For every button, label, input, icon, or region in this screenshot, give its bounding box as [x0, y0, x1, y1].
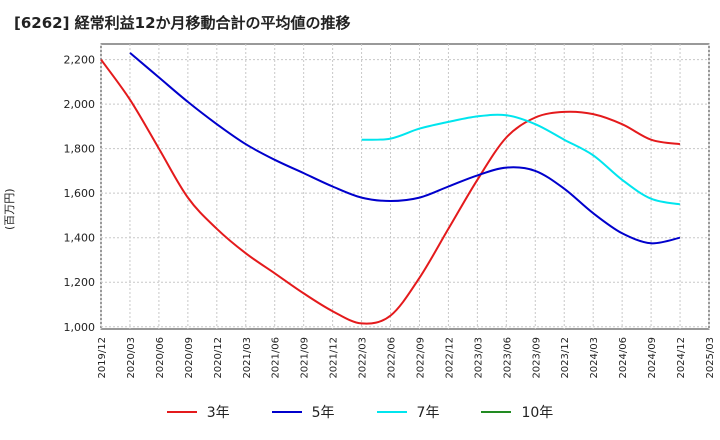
legend-item: 7年: [376, 402, 440, 422]
y-tick-label: 2,200: [64, 54, 96, 67]
series-line-3年: [100, 59, 681, 325]
y-tick-label: 1,600: [64, 187, 96, 200]
line-chart: 1,000 1,200 1,400 1,600 1,800 2,000 2,200 2019…: [64, 43, 716, 379]
x-tick-label: 2021/09: [300, 337, 311, 379]
x-tick-label: 2022/06: [387, 337, 398, 379]
y-axis-ticks: 1,000 1,200 1,400 1,600 1,800 2,000 2,200: [64, 54, 96, 334]
x-tick-label: 2020/03: [126, 337, 137, 379]
x-axis-ticks: 2019/12 2020/03 2020/06 2020/09 2020/12 2021/…: [97, 337, 716, 379]
x-tick-label: 2023/06: [502, 337, 513, 379]
x-tick-label: 2023/03: [473, 337, 484, 379]
legend-swatch: [271, 411, 302, 413]
x-tick-label: 2021/12: [329, 337, 340, 379]
x-tick-label: 2024/09: [647, 337, 658, 379]
x-tick-label: 2020/12: [213, 337, 224, 379]
legend: 3年 5年 7年 10年: [0, 402, 720, 422]
x-tick-label: 2021/03: [242, 337, 253, 379]
plot-area: [100, 43, 710, 330]
y-tick-label: 1,400: [64, 232, 96, 245]
x-tick-label: 2024/06: [618, 337, 629, 379]
y-tick-label: 1,200: [64, 276, 96, 289]
chart-title: [6262] 経常利益12か月移動合計の平均値の推移: [14, 14, 351, 32]
y-tick-label: 1,800: [64, 143, 96, 156]
x-tick-label: 2023/09: [531, 337, 542, 379]
x-tick-label: 2024/03: [589, 337, 600, 379]
series-line-5年: [129, 52, 681, 245]
legend-swatch: [166, 411, 197, 413]
legend-item: 5年: [271, 402, 335, 422]
legend-swatch: [481, 411, 512, 413]
legend-item: 10年: [481, 402, 553, 422]
x-tick-label: 2020/09: [184, 337, 195, 379]
x-tick-label: 2022/09: [415, 337, 426, 379]
x-tick-label: 2021/06: [271, 337, 282, 379]
x-tick-label: 2024/12: [676, 337, 687, 379]
x-tick-label: 2022/03: [358, 337, 369, 379]
legend-label: 7年: [416, 405, 440, 421]
x-tick-label: 2019/12: [97, 337, 108, 379]
grid-lines: [100, 44, 710, 329]
legend-label: 3年: [206, 405, 230, 421]
y-tick-label: 2,000: [64, 98, 96, 111]
x-tick-label: 2025/03: [705, 337, 716, 379]
x-tick-label: 2023/12: [560, 337, 571, 379]
y-tick-label: 1,000: [64, 321, 96, 334]
legend-label: 5年: [311, 405, 335, 421]
legend-item: 3年: [166, 402, 230, 422]
x-tick-label: 2020/06: [155, 337, 166, 379]
x-tick-label: 2022/12: [444, 337, 455, 379]
series-line-7年: [361, 113, 681, 206]
series-lines: [100, 52, 681, 325]
legend-swatch: [376, 411, 407, 413]
legend-label: 10年: [521, 405, 554, 421]
